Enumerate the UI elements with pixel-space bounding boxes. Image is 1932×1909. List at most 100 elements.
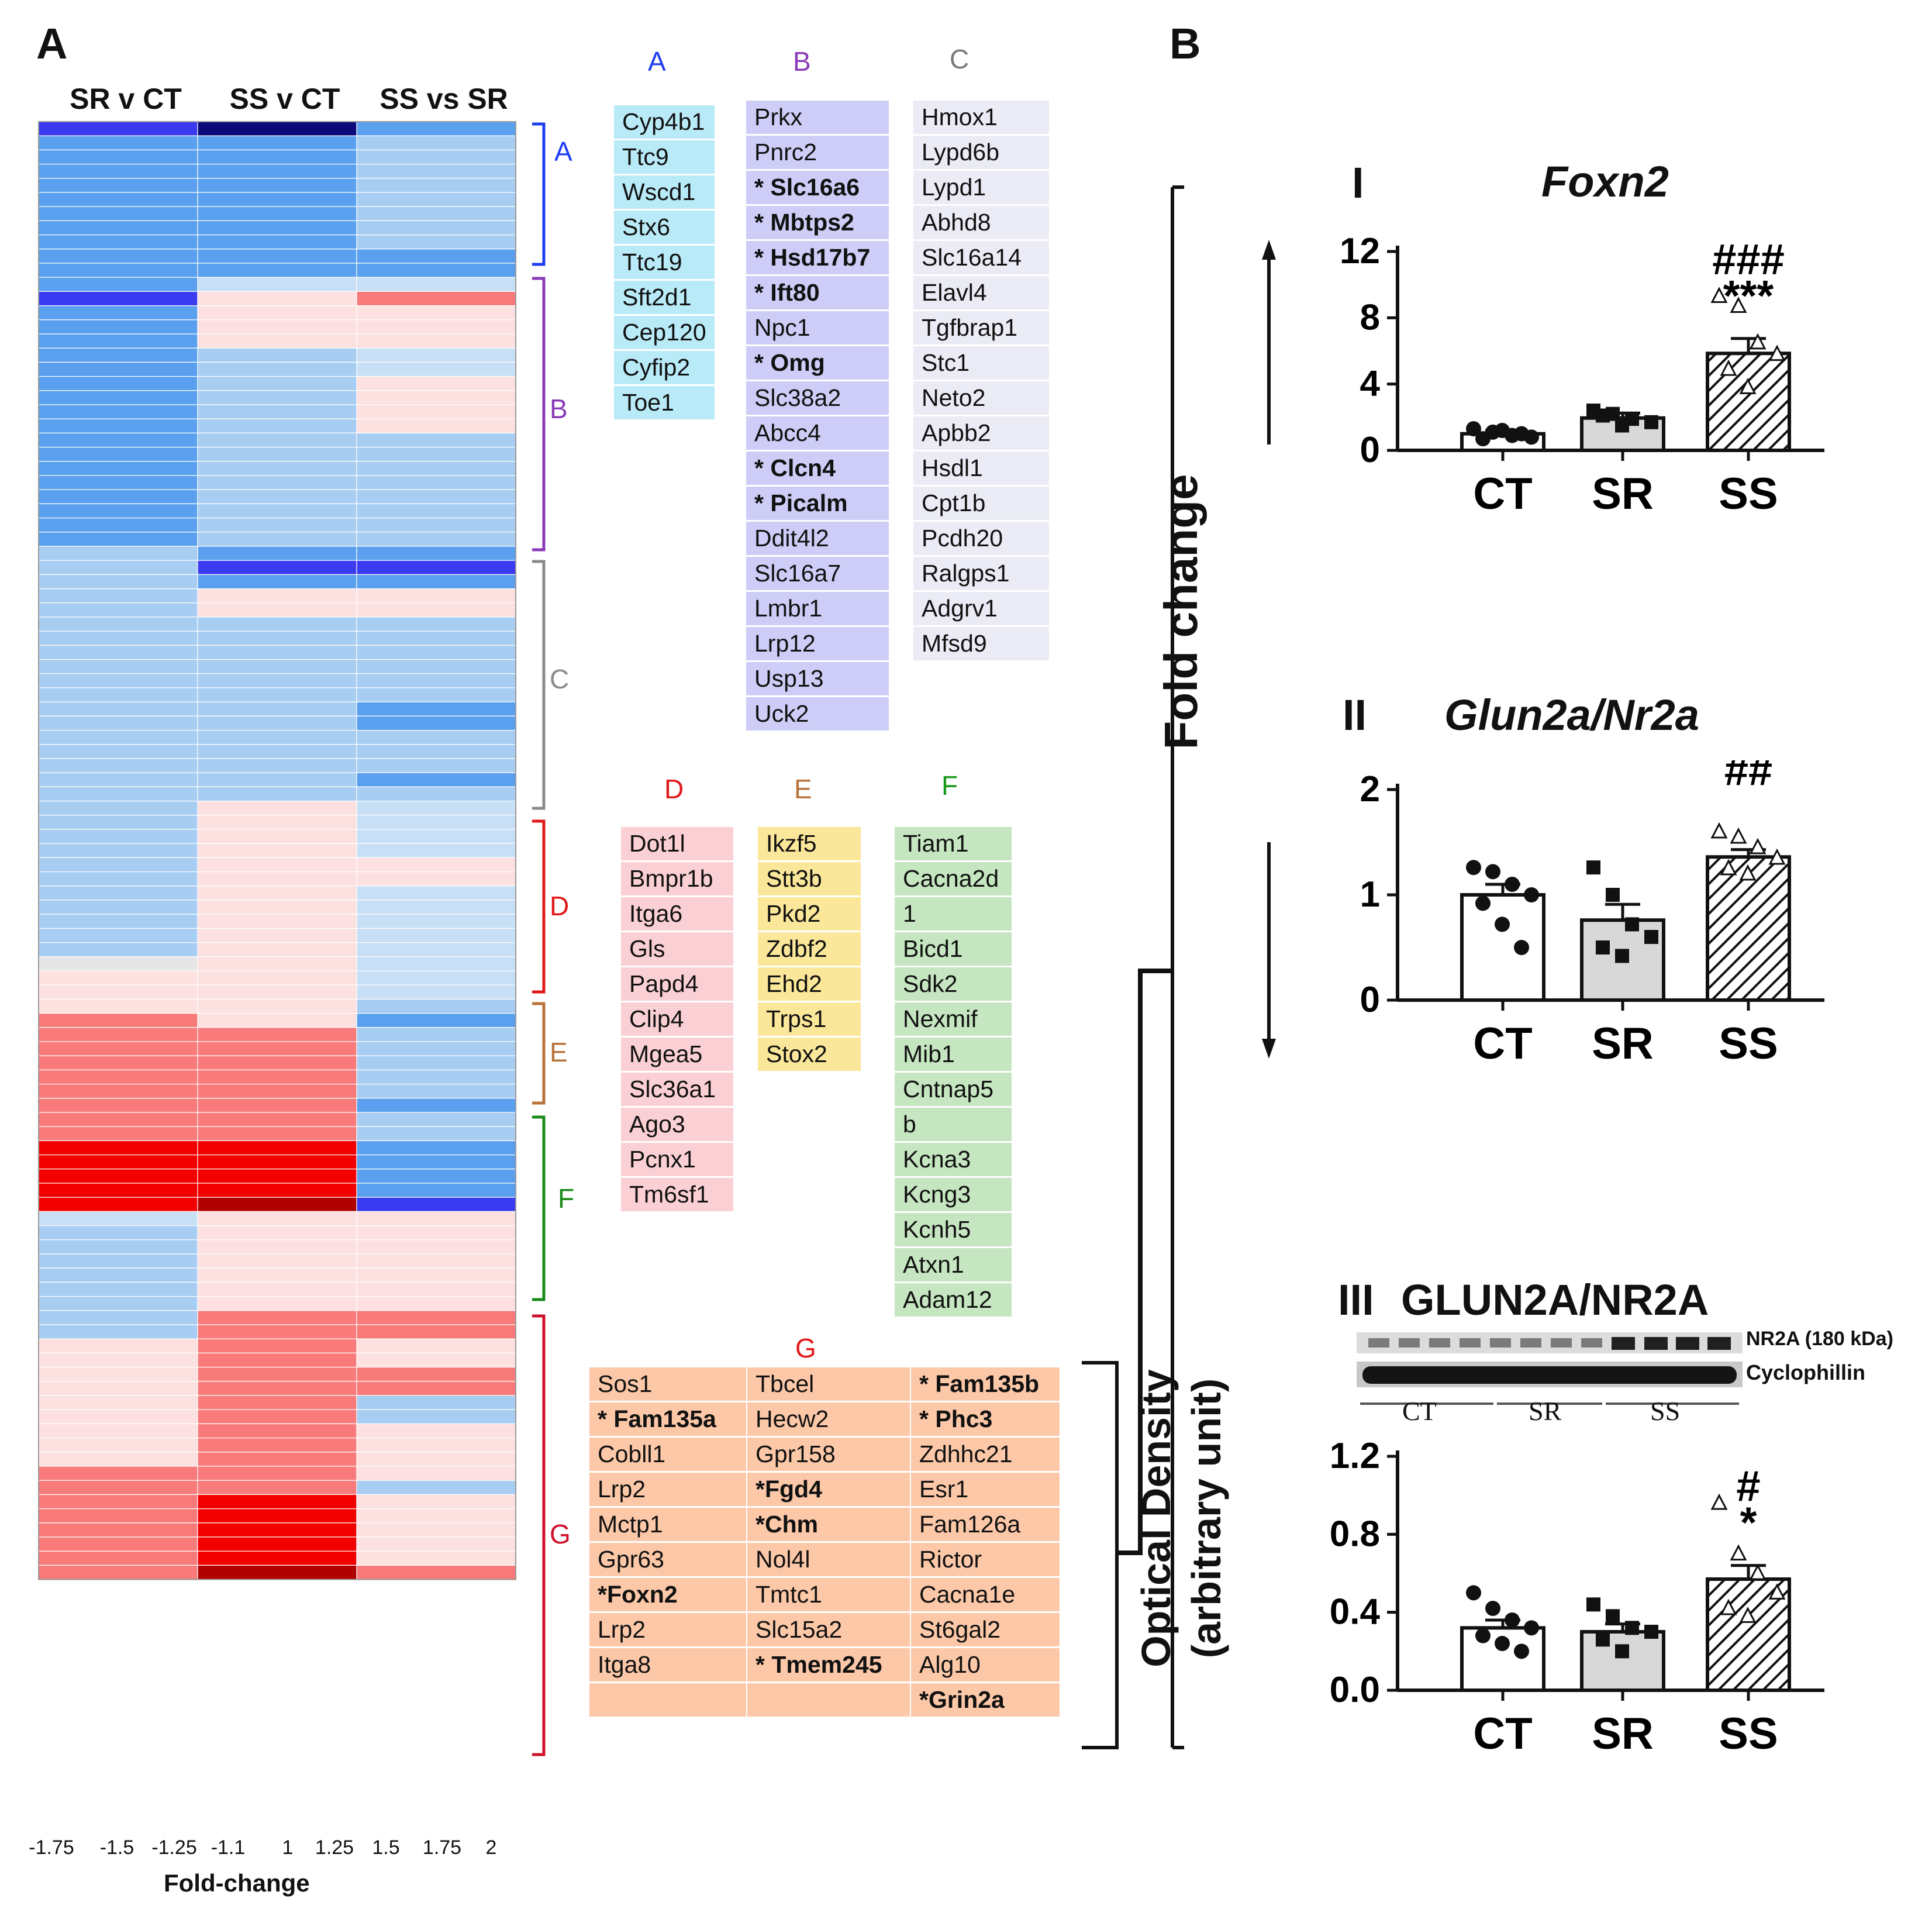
heatmap-cell: [197, 517, 357, 533]
gene-cell: Lmbr1: [746, 592, 889, 625]
heatmap-cell: [38, 998, 198, 1014]
gene-cell: Kcna3: [895, 1143, 1012, 1176]
heatmap-cell: [356, 517, 516, 533]
heatmap-cell: [38, 432, 198, 448]
data-point: [1475, 895, 1491, 911]
gene-cell: * Phc3: [911, 1403, 1060, 1436]
heatmap-cell: [356, 744, 516, 759]
legend-tick-label: 1.25: [315, 1836, 354, 1859]
bar-ct: [1460, 893, 1545, 1002]
data-point: [1644, 930, 1658, 944]
heatmap-cell: [38, 517, 198, 533]
bracket-label-g: G: [550, 1519, 571, 1549]
heatmap-cell: [197, 475, 357, 490]
gene-cell: Ddit4l2: [746, 522, 889, 555]
heatmap-cell: [38, 843, 198, 858]
data-point: [1720, 359, 1737, 376]
gene-cell: * Fam135b: [911, 1367, 1060, 1401]
heatmap-cell: [356, 1225, 516, 1240]
gene-cell: Toe1: [614, 386, 715, 419]
heatmap-cell: [197, 1522, 357, 1538]
heatmap-cell: [356, 1550, 516, 1566]
data-point: [1720, 859, 1737, 876]
heatmap-cell: [356, 602, 516, 618]
heatmap-cell: [356, 489, 516, 505]
panel-b-letter: B: [1169, 19, 1201, 68]
gene-cell: Gpr158: [747, 1438, 910, 1471]
gene-cell: Stx6: [614, 211, 715, 244]
heatmap-cell: [197, 192, 357, 207]
heatmap-cell: [38, 574, 198, 590]
data-point: [1625, 917, 1639, 932]
heatmap-cell: [197, 956, 357, 971]
heatmap-cell: [38, 1423, 198, 1439]
gene-cell: [589, 1683, 746, 1717]
heatmap-cell: [356, 815, 516, 830]
heatmap-cell: [38, 970, 198, 985]
heatmap-cell: [356, 758, 516, 773]
gene-cell: Pcdh20: [913, 522, 1049, 555]
heatmap-cell: [197, 461, 357, 476]
heatmap-cell: [38, 178, 198, 193]
heatmap-cell: [356, 630, 516, 646]
heatmap-cell: [38, 1536, 198, 1552]
heatmap-cell: [38, 1098, 198, 1113]
western-lane-ss: SS: [1650, 1396, 1681, 1426]
western-lane-ct: CT: [1402, 1396, 1437, 1426]
heatmap-cell: [38, 1352, 198, 1368]
gene-list-g2: Tbcel Hecw2 Gpr158 *Fgd4 *Chm Nol4l Tmtc1 Slc15…: [747, 1367, 910, 1718]
heatmap-cell: [38, 249, 198, 264]
x-category-label: SR: [1592, 469, 1654, 519]
heatmap-cell: [356, 574, 516, 590]
gene-cell: Uck2: [746, 697, 889, 730]
heatmap-cell: [356, 645, 516, 660]
heatmap-cell: [356, 1197, 516, 1212]
heatmap-cell: [356, 532, 516, 547]
heatmap-cell: [197, 1267, 357, 1283]
heatmap-cell: [38, 1112, 198, 1127]
data-point: [1625, 1621, 1639, 1635]
y-tick-label: 2: [1360, 769, 1380, 809]
heatmap-cell: [197, 1508, 357, 1524]
heatmap-cell: [197, 1423, 357, 1439]
gene-cell: Ehd2: [758, 967, 861, 1001]
gene-cell: 1: [895, 897, 1012, 931]
western-blot-image: [1357, 1332, 1743, 1405]
data-point: [1475, 1628, 1491, 1643]
chart-glun2a: 0 1 2 CT SR SS ##: [1360, 760, 1824, 1069]
gene-cell: Npc1: [746, 311, 889, 344]
data-point: [1739, 378, 1757, 394]
y-tick-label: 1: [1360, 874, 1380, 915]
gene-cell: Hecw2: [747, 1403, 910, 1436]
heatmap-cell: [197, 1395, 357, 1410]
x-category-label: CT: [1473, 1019, 1532, 1069]
bracket-label-f: F: [558, 1183, 575, 1214]
data-point: [1466, 421, 1481, 437]
gene-cell: Mfsd9: [913, 627, 1049, 660]
group-bracket: [532, 1115, 546, 1301]
data-point: [1710, 822, 1728, 839]
heatmap-cell: [38, 1211, 198, 1226]
heatmap-cell: [38, 1083, 198, 1099]
heatmap-cell: [356, 375, 516, 391]
heatmap-cell: [38, 1126, 198, 1141]
gene-cell: * Ift80: [746, 276, 889, 309]
heatmap-cell: [197, 984, 357, 1000]
heatmap-cell: [356, 1508, 516, 1524]
heatmap-cell: [38, 744, 198, 759]
gene-cell: Sft2d1: [614, 281, 715, 314]
heatmap-cell: [38, 532, 198, 547]
heatmap-cell: [356, 263, 516, 278]
heatmap-cell: [197, 630, 357, 646]
heatmap-cell: [356, 843, 516, 858]
fold-change-axis-label: Fold change: [1155, 474, 1207, 750]
heatmap-cell: [38, 1565, 198, 1580]
data-point: [1615, 418, 1629, 433]
chart-title-glun2a: Glun2a/Nr2a: [1444, 691, 1699, 739]
gene-cell: Ago3: [621, 1108, 733, 1141]
chart-roman-i: I: [1352, 158, 1364, 207]
chart-glun2a-protein: 0.0 0.4 0.8 1.2 CT SR SS #*: [1330, 1436, 1824, 1759]
gene-cell: Cntnap5: [895, 1073, 1012, 1106]
heatmap-cell: [38, 1508, 198, 1524]
heatmap-cell: [197, 347, 357, 363]
